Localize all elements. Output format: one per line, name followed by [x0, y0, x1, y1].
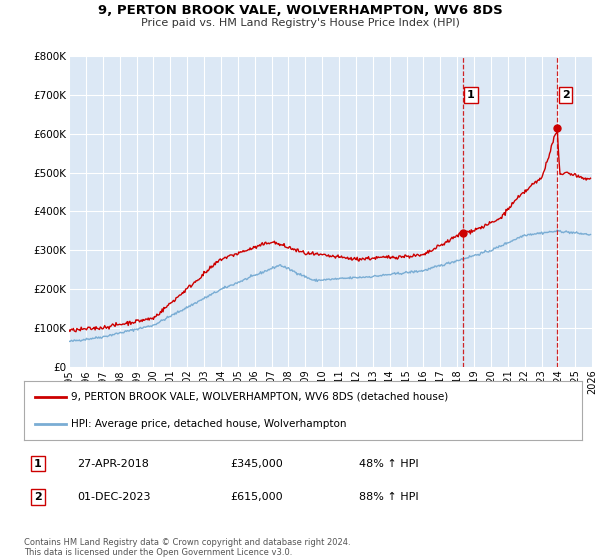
- Text: 27-APR-2018: 27-APR-2018: [77, 459, 149, 469]
- Text: Contains HM Land Registry data © Crown copyright and database right 2024.
This d: Contains HM Land Registry data © Crown c…: [24, 538, 350, 557]
- Text: 2: 2: [562, 90, 569, 100]
- Text: 48% ↑ HPI: 48% ↑ HPI: [359, 459, 418, 469]
- Text: HPI: Average price, detached house, Wolverhampton: HPI: Average price, detached house, Wolv…: [71, 419, 347, 429]
- Text: 9, PERTON BROOK VALE, WOLVERHAMPTON, WV6 8DS: 9, PERTON BROOK VALE, WOLVERHAMPTON, WV6…: [98, 4, 502, 17]
- Text: 88% ↑ HPI: 88% ↑ HPI: [359, 492, 418, 502]
- Text: 2: 2: [34, 492, 42, 502]
- Text: £345,000: £345,000: [230, 459, 283, 469]
- Text: 1: 1: [467, 90, 475, 100]
- Text: 1: 1: [34, 459, 42, 469]
- Text: 9, PERTON BROOK VALE, WOLVERHAMPTON, WV6 8DS (detached house): 9, PERTON BROOK VALE, WOLVERHAMPTON, WV6…: [71, 391, 449, 402]
- Text: £615,000: £615,000: [230, 492, 283, 502]
- Text: Price paid vs. HM Land Registry's House Price Index (HPI): Price paid vs. HM Land Registry's House …: [140, 18, 460, 28]
- Text: 01-DEC-2023: 01-DEC-2023: [77, 492, 151, 502]
